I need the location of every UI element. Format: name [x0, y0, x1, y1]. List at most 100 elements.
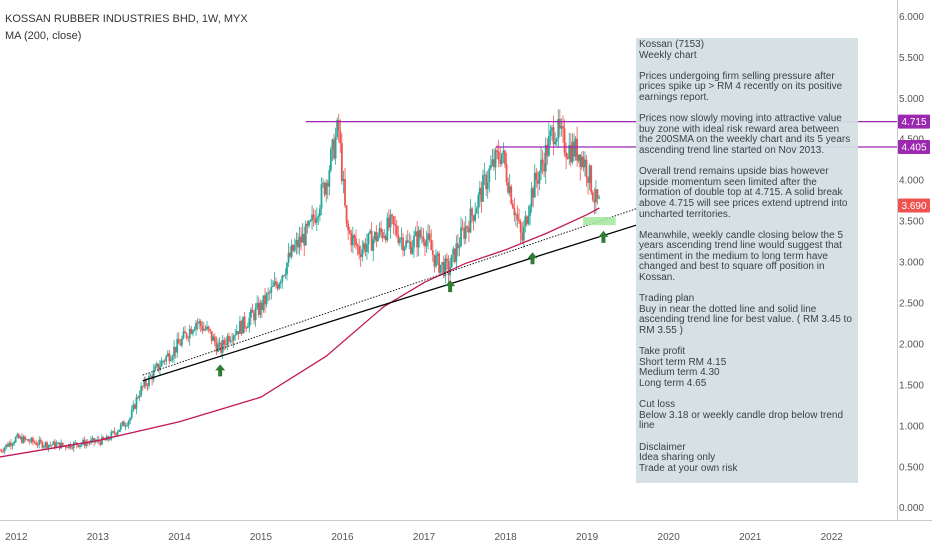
- candle-body: [320, 184, 323, 209]
- candle-body: [361, 249, 364, 257]
- candle-body: [162, 360, 164, 362]
- candle-body: [3, 447, 6, 452]
- candle-body: [315, 217, 318, 223]
- candle-body: [257, 302, 260, 315]
- y-tick-label: 0.500: [899, 462, 924, 473]
- y-tick-label: 0.000: [899, 503, 924, 514]
- candle-body: [308, 220, 310, 226]
- candle-body: [596, 189, 599, 199]
- candle-body: [477, 195, 480, 209]
- candle-body: [124, 425, 127, 427]
- candle-body: [518, 219, 520, 222]
- candle-body: [345, 205, 348, 224]
- candle-body: [198, 321, 201, 324]
- candle-body: [312, 214, 315, 219]
- candle-body: [395, 225, 398, 236]
- candle-body: [264, 295, 266, 305]
- candle-body: [52, 441, 55, 445]
- candle-body: [0, 450, 3, 452]
- candle-body: [25, 439, 28, 441]
- idea-note[interactable]: Kossan (7153) Weekly chart Prices underg…: [636, 38, 858, 483]
- candle-body: [21, 436, 23, 443]
- candle-body: [333, 139, 335, 159]
- candle-body: [475, 208, 478, 214]
- candle-body: [306, 223, 309, 226]
- candle-body: [212, 336, 215, 341]
- candle-body: [538, 171, 541, 184]
- candle-body: [464, 226, 467, 239]
- candle-body: [260, 302, 263, 311]
- candle-body: [461, 227, 464, 229]
- candle-body: [108, 439, 111, 441]
- candle-body: [243, 316, 246, 328]
- candle-body: [347, 223, 350, 231]
- candle-body: [366, 244, 368, 252]
- candle-body: [159, 366, 161, 370]
- candle-body: [329, 149, 332, 171]
- candle-body: [356, 244, 359, 247]
- up-arrow-icon: [215, 364, 226, 377]
- candle-body: [406, 240, 409, 243]
- candle-body: [554, 141, 557, 145]
- price-label-box: [898, 198, 930, 213]
- candle-body: [199, 321, 202, 326]
- candle-body: [195, 322, 197, 330]
- candle-body: [115, 433, 117, 435]
- candle-body: [43, 446, 45, 448]
- y-tick-label: 2.500: [899, 298, 924, 309]
- candle-body: [226, 336, 229, 346]
- candle-body: [154, 366, 157, 370]
- candle-body: [132, 404, 135, 411]
- x-tick-label: 2022: [821, 532, 844, 543]
- y-tick-label: 2.000: [899, 339, 924, 350]
- candle-body: [144, 380, 147, 386]
- candle-body: [585, 159, 588, 178]
- candle-body: [590, 165, 593, 193]
- candle-body: [246, 326, 249, 329]
- candle-body: [121, 421, 124, 425]
- x-tick-label: 2020: [658, 532, 681, 543]
- x-tick-label: 2013: [87, 532, 110, 543]
- candle-body: [591, 192, 594, 200]
- candle-body: [522, 226, 525, 241]
- candle-body: [533, 172, 536, 198]
- candle-body: [138, 395, 141, 398]
- candle-body: [262, 295, 265, 311]
- candle-body: [577, 154, 580, 161]
- candle-body: [223, 340, 226, 345]
- candle-body: [576, 138, 578, 161]
- candle-body: [478, 187, 481, 196]
- candle-body: [334, 136, 337, 159]
- y-tick-label: 5.500: [899, 53, 924, 64]
- candle-body: [152, 369, 155, 380]
- candle-body: [557, 118, 560, 139]
- candle-body: [137, 397, 139, 399]
- candle-body: [14, 437, 17, 443]
- candle-body: [267, 292, 270, 294]
- candle-body: [336, 119, 339, 137]
- candle-body: [35, 442, 37, 445]
- candle-body: [392, 216, 395, 224]
- y-tick-label: 1.500: [899, 380, 924, 391]
- candle-body: [558, 118, 561, 129]
- candle-body: [60, 442, 63, 449]
- candle-body: [532, 188, 535, 198]
- candle-body: [297, 239, 299, 248]
- candle-body: [248, 317, 251, 327]
- candle-body: [270, 286, 273, 293]
- candle-body: [196, 322, 199, 324]
- candle-body: [218, 342, 221, 345]
- candle-body: [521, 232, 524, 241]
- candle-body: [563, 128, 566, 153]
- candle-body: [88, 442, 91, 444]
- candle-body: [237, 331, 240, 334]
- candle-body: [254, 308, 257, 321]
- candle-body: [191, 330, 194, 334]
- candle-body: [32, 438, 34, 443]
- candle-body: [16, 434, 19, 438]
- candle-body: [204, 328, 207, 330]
- chart-title: KOSSAN RUBBER INDUSTRIES BHD, 1W, MYX: [5, 13, 248, 25]
- candle-body: [215, 342, 218, 352]
- candle-body: [351, 235, 354, 246]
